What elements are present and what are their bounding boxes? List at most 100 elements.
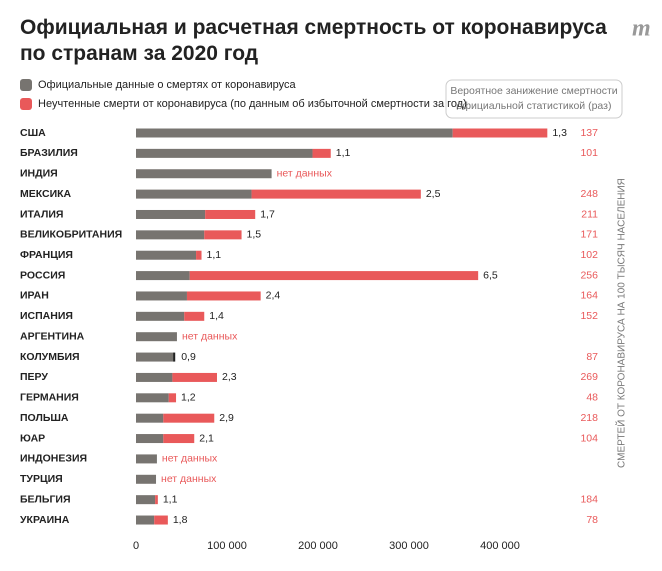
per-100k-label: 171 [580,229,598,241]
ratio-label: 1,1 [336,147,351,159]
y-tick-label: РОССИЯ [20,269,65,281]
bar-segment [136,413,164,423]
per-100k-label: 137 [580,127,598,139]
ratio-label: 1,4 [209,310,224,322]
x-tick-label: 100 000 [207,540,247,552]
bar-segment [196,250,202,260]
y-tick-label: ИТАЛИЯ [20,208,63,220]
bar-segment [186,291,261,301]
callout-box [445,79,623,119]
legend-label: Неучтенные смерти от коронавируса (по да… [38,98,467,110]
bar-segment [136,128,453,138]
y-tick-label: ВЕЛИКОБРИТАНИЯ [20,229,122,241]
per-100k-label: 218 [580,412,598,424]
y-tick-label: АРГЕНТИНА [20,330,85,342]
bar-segment [136,311,185,321]
no-data-label: нет данных [277,168,333,180]
bar-segment [189,271,479,281]
per-100k-label: 269 [580,371,598,383]
x-tick-label: 0 [133,540,139,552]
bar-segment [168,393,177,403]
bar-segment [136,495,156,505]
bar-segment [136,148,313,158]
bar-segment [136,434,164,444]
ratio-label: 2,4 [266,290,281,302]
bar-segment [204,230,242,240]
legend-swatch [20,98,32,110]
bar-segment [172,372,217,382]
y-tick-label: ИСПАНИЯ [20,310,73,322]
per-100k-label: 184 [580,493,598,505]
no-data-label: нет данных [182,330,238,342]
side-axis-title: СМЕРТЕЙ ОТ КОРОНАВИРУСА НА 100 ТЫСЯЧ НАС… [615,178,628,468]
bar-segment [136,169,272,179]
bar-segment [136,332,177,342]
y-tick-label: ИРАН [20,290,49,302]
legend-label: Официальные данные о смертях от коронави… [38,79,296,91]
y-tick-label: БЕЛЬГИЯ [20,493,71,505]
callout-text: Вероятное занижение смертности официально… [450,85,617,112]
y-tick-label: ИНДОНЕЗИЯ [20,453,87,465]
bar-segment [136,209,206,219]
per-100k-label: 78 [586,514,598,526]
ratio-label: 1,7 [260,208,275,220]
chart-title: Официальная и расчетная смертность от ко… [20,16,607,65]
bar-segment [136,515,155,525]
ratio-label: 2,9 [219,412,234,424]
x-tick-label: 300 000 [389,540,429,552]
ratio-label: 2,1 [199,432,214,444]
per-100k-label: 104 [580,432,598,444]
bar-segment [251,189,421,199]
no-data-label: нет данных [162,453,218,465]
bar-segment [136,474,157,484]
bar-segment [452,128,548,138]
bar-segment [136,393,169,403]
bar-tick [173,352,176,362]
bar-segment [155,495,158,505]
ratio-label: 0,9 [181,351,196,363]
bar-segment [136,230,205,240]
bar-segment [136,189,252,199]
per-100k-label: 152 [580,310,598,322]
ratio-label: 1,5 [247,229,262,241]
ratio-label: 1,2 [181,392,196,404]
no-data-label: нет данных [161,473,217,485]
y-tick-label: КОЛУМБИЯ [20,351,80,363]
per-100k-label: 256 [580,269,598,281]
logo: m [632,16,651,42]
per-100k-label: 248 [580,188,598,200]
legend-swatch [20,79,32,91]
y-tick-label: БРАЗИЛИЯ [20,147,78,159]
bar-segment [154,515,168,525]
y-tick-label: ЮАР [20,432,45,444]
bar-segment [163,413,215,423]
y-tick-label: ГЕРМАНИЯ [20,392,79,404]
per-100k-label: 102 [580,249,598,261]
y-tick-label: ПОЛЬША [20,412,69,424]
bar-segment [312,148,331,158]
bar-segment [184,311,205,321]
y-tick-label: ФРАНЦИЯ [20,249,73,261]
ratio-label: 2,3 [222,371,237,383]
bar-segment [163,434,195,444]
ratio-label: 1,8 [173,514,188,526]
per-100k-label: 101 [580,147,598,159]
ratio-label: 1,3 [552,127,567,139]
ratio-label: 2,5 [426,188,441,200]
y-tick-label: ПЕРУ [20,371,48,383]
bar-segment [136,352,175,362]
bar-segment [136,291,187,301]
bar-segment [136,454,157,464]
y-tick-label: ТУРЦИЯ [20,473,63,485]
per-100k-label: 48 [586,392,598,404]
bar-segment [136,250,197,260]
bar-segment [205,209,256,219]
per-100k-label: 211 [581,208,598,220]
x-tick-label: 400 000 [480,540,520,552]
bar-segment [136,372,173,382]
ratio-label: 1,1 [207,249,222,261]
bar-segment [136,271,190,281]
y-tick-label: США [20,127,46,139]
y-tick-label: УКРАИНА [20,514,70,526]
